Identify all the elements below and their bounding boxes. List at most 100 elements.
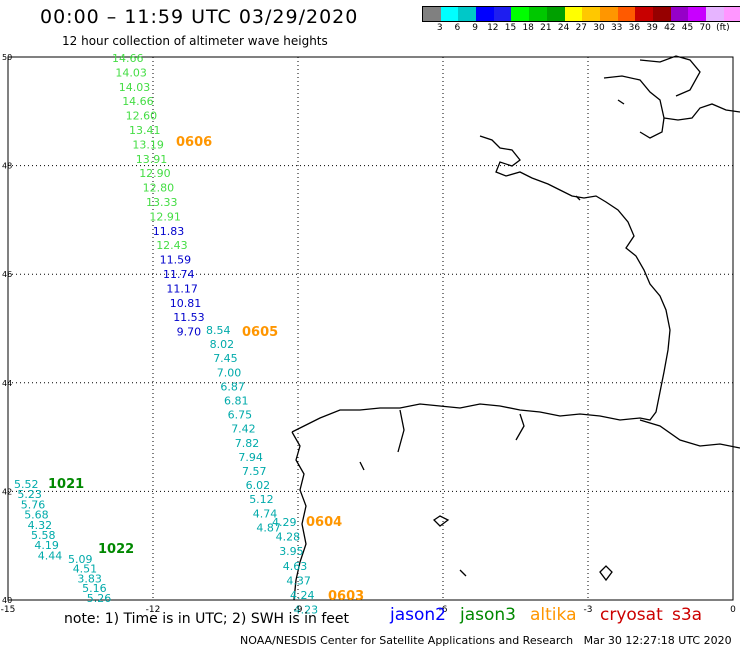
wave-height-label: 5.16 bbox=[82, 582, 107, 595]
scale-label: 6 bbox=[454, 23, 461, 33]
scale-swatch bbox=[440, 7, 459, 21]
scale-label: 45 bbox=[681, 23, 694, 33]
wave-height-label: 4.63 bbox=[283, 560, 308, 573]
scale-label: 12 bbox=[487, 23, 499, 33]
track-0603: 0603 bbox=[328, 589, 364, 604]
scale-swatch bbox=[635, 7, 653, 21]
wave-height-label: 12.43 bbox=[156, 239, 188, 252]
wave-height-label: 7.94 bbox=[238, 451, 263, 464]
legend-cryosat: cryosat bbox=[600, 605, 663, 625]
scale-swatch bbox=[688, 7, 706, 21]
lat-tick-label: 48 bbox=[2, 162, 12, 171]
wave-height-label: 7.45 bbox=[213, 352, 238, 365]
legend-altika: altika bbox=[530, 605, 577, 625]
scale-label: 27 bbox=[575, 23, 588, 33]
wave-height-label: 12.80 bbox=[143, 182, 175, 195]
wave-height-label: 4.28 bbox=[276, 531, 301, 544]
scale-label: 36 bbox=[628, 23, 641, 33]
wave-height-label: 14.03 bbox=[119, 81, 151, 94]
track-time-label: 0605 bbox=[242, 325, 278, 340]
scale-label: 42 bbox=[664, 23, 676, 33]
legend-s3a: s3a bbox=[672, 605, 703, 625]
lat-lon-grid bbox=[7, 56, 734, 601]
scale-label: 70 bbox=[699, 23, 711, 33]
coastline bbox=[291, 55, 740, 601]
lon-tick-label: 0 bbox=[730, 605, 736, 615]
wave-height-label: 14.03 bbox=[115, 66, 146, 79]
timestamp-text: Mar 30 12:27:18 UTC 2020 bbox=[583, 634, 732, 647]
wave-height-label: 7.42 bbox=[231, 423, 256, 436]
wave-height-label: 6.87 bbox=[220, 380, 245, 393]
wave-height-label: 7.57 bbox=[242, 465, 267, 478]
wave-height-label: 9.70 bbox=[177, 326, 202, 339]
axis-labels: -15 -12 -9 -6 -3 0 50 48 46 44 42 40 bbox=[1, 53, 736, 615]
wave-height-label: 3.95 bbox=[279, 545, 304, 558]
scale-label: 21 bbox=[540, 23, 552, 33]
wave-height-label: 7.82 bbox=[235, 437, 259, 450]
track-time-label: 1021 bbox=[48, 477, 84, 492]
track-time-label: 0606 bbox=[176, 135, 212, 150]
wave-height-label: 4.29 bbox=[272, 516, 297, 529]
scale-swatch bbox=[582, 7, 600, 21]
wave-height-label: 3.83 bbox=[77, 572, 102, 585]
lat-tick-label: 42 bbox=[2, 487, 12, 496]
scale-swatch bbox=[493, 7, 512, 21]
scale-swatch bbox=[564, 7, 583, 21]
scale-swatch bbox=[423, 7, 441, 21]
wave-height-label: 4.74 bbox=[253, 507, 277, 520]
scale-swatch bbox=[599, 7, 618, 21]
scale-swatch bbox=[529, 7, 547, 21]
scale-label: 15 bbox=[504, 23, 517, 33]
lon-tick-label: -6 bbox=[439, 605, 448, 615]
track-0604: 4.29 4.283.95 4.634.37 4.24 4.23 0604 bbox=[272, 515, 342, 617]
footer: NOAA/NESDIS Center for Satellite Applica… bbox=[240, 634, 732, 647]
wave-height-label: 4.24 bbox=[290, 589, 315, 602]
wave-height-label: 8.02 bbox=[210, 338, 235, 351]
wave-height-color-scale bbox=[422, 6, 740, 22]
map-title: 00:00 – 11:59 UTC 03/29/2020 bbox=[40, 6, 359, 28]
lon-tick-label: -12 bbox=[146, 605, 161, 615]
wave-height-label: 6.81 bbox=[224, 395, 249, 408]
scale-swatch bbox=[670, 7, 689, 21]
wave-height-label: 4.51 bbox=[73, 563, 98, 576]
legend-jason3: jason3 bbox=[460, 605, 516, 625]
wave-height-label: 5.23 bbox=[17, 488, 42, 501]
wave-height-label: 11.59 bbox=[160, 254, 192, 267]
scale-swatch bbox=[476, 7, 494, 21]
wave-height-label: 4.87 bbox=[256, 521, 281, 534]
wave-height-label: 5.26 bbox=[87, 592, 112, 605]
scale-swatch bbox=[617, 7, 636, 21]
wave-height-label: 5.76 bbox=[21, 498, 46, 511]
wave-height-label: 6.75 bbox=[228, 409, 253, 422]
wave-height-label: 8.54 bbox=[206, 324, 231, 337]
wave-height-label: 4.32 bbox=[28, 519, 52, 532]
wave-height-label: 11.74 bbox=[163, 268, 195, 281]
scale-swatch bbox=[723, 7, 740, 21]
scale-swatch bbox=[652, 7, 671, 21]
lon-tick-label: -3 bbox=[584, 605, 593, 615]
wave-height-label: 7.00 bbox=[217, 366, 242, 379]
scale-swatch bbox=[458, 7, 477, 21]
scale-label: 33 bbox=[610, 23, 623, 33]
wave-height-label: 14.66 bbox=[122, 95, 154, 108]
wave-height-label: 11.53 bbox=[173, 311, 205, 324]
wave-height-label: 4.19 bbox=[34, 539, 59, 552]
scale-label: 30 bbox=[593, 23, 605, 33]
lat-tick-label: 44 bbox=[2, 379, 12, 388]
track-time-label: 0604 bbox=[306, 515, 342, 530]
wave-height-label: 4.37 bbox=[286, 574, 311, 587]
track-0605: 8.548.027.457.006.87 6.816.757.427.827.94… bbox=[206, 324, 281, 534]
scale-label: 9 bbox=[472, 23, 478, 33]
lat-tick-label: 50 bbox=[2, 53, 12, 62]
wave-height-label: 12.90 bbox=[139, 167, 171, 180]
wave-height-label: 11.17 bbox=[166, 282, 198, 295]
wave-height-label: 5.09 bbox=[68, 553, 93, 566]
wave-height-label: 13.33 bbox=[146, 196, 178, 209]
wave-height-label: 5.68 bbox=[24, 509, 49, 522]
wave-height-label: 12.91 bbox=[149, 210, 181, 223]
track-time-label: 1022 bbox=[98, 542, 134, 557]
wave-height-label: 13.19 bbox=[132, 138, 164, 151]
legend-jason2: jason2 bbox=[390, 605, 446, 625]
wave-height-label: 14.66 bbox=[112, 52, 144, 65]
